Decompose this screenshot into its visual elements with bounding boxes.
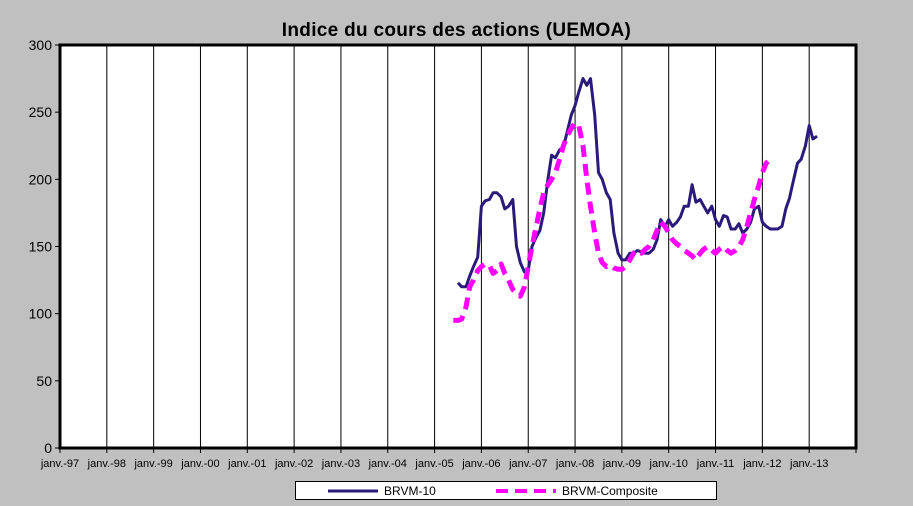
y-tick-label: 200 bbox=[29, 171, 53, 187]
x-tick-label: janv.-06 bbox=[461, 458, 500, 470]
series-line-brvm-composite bbox=[453, 120, 773, 323]
y-axis-labels: 0 50 100 150 200 250 300 bbox=[29, 37, 53, 456]
y-tick-label: 50 bbox=[36, 373, 52, 389]
legend: BRVM-10 BRVM-Composite bbox=[295, 481, 717, 500]
x-tick-label: janv.-09 bbox=[602, 458, 641, 470]
x-tick-label: janv.-99 bbox=[133, 458, 172, 470]
legend-swatch-brvm-composite bbox=[496, 489, 556, 493]
x-tick-label: janv.-11 bbox=[696, 458, 735, 470]
grid-lines bbox=[106, 45, 810, 448]
x-tick-label: janv.-01 bbox=[227, 458, 266, 470]
x-tick-label: janv.-03 bbox=[321, 458, 360, 470]
y-tick-label: 150 bbox=[29, 239, 53, 255]
x-tick-label: janv.-02 bbox=[274, 458, 313, 470]
chart-title: Indice du cours des actions (UEMOA) bbox=[281, 20, 632, 41]
x-tick-label: janv.-13 bbox=[789, 458, 828, 470]
legend-label-brvm-composite: BRVM-Composite bbox=[562, 484, 658, 498]
y-tick-label: 0 bbox=[44, 440, 52, 456]
plot-area bbox=[58, 43, 858, 450]
x-tick-label: janv.-05 bbox=[414, 458, 453, 470]
axis-ticks bbox=[55, 44, 857, 453]
y-tick-label: 300 bbox=[29, 37, 53, 53]
x-tick-label: janv.-04 bbox=[368, 458, 407, 470]
x-tick-label: janv.-98 bbox=[87, 458, 126, 470]
x-tick-label: janv.-10 bbox=[649, 458, 688, 470]
legend-label-brvm10: BRVM-10 bbox=[384, 484, 436, 498]
x-axis-labels: janv.-97 janv.-98 janv.-99 janv.-00 janv.-01… bbox=[40, 458, 829, 470]
x-tick-label: janv.-07 bbox=[508, 458, 547, 470]
series-line-brvm-10 bbox=[456, 77, 818, 289]
y-tick-label: 250 bbox=[29, 104, 53, 120]
y-tick-label: 100 bbox=[29, 306, 53, 322]
series-lines bbox=[453, 77, 818, 323]
x-tick-label: janv.-12 bbox=[742, 458, 781, 470]
x-tick-label: janv.-97 bbox=[40, 458, 79, 470]
x-tick-label: janv.-00 bbox=[180, 458, 219, 470]
legend-swatch-brvm10 bbox=[328, 489, 378, 493]
legend-item-brvm10: BRVM-10 bbox=[328, 483, 436, 499]
legend-item-brvm-composite: BRVM-Composite bbox=[496, 483, 658, 499]
x-tick-label: janv.-08 bbox=[555, 458, 594, 470]
